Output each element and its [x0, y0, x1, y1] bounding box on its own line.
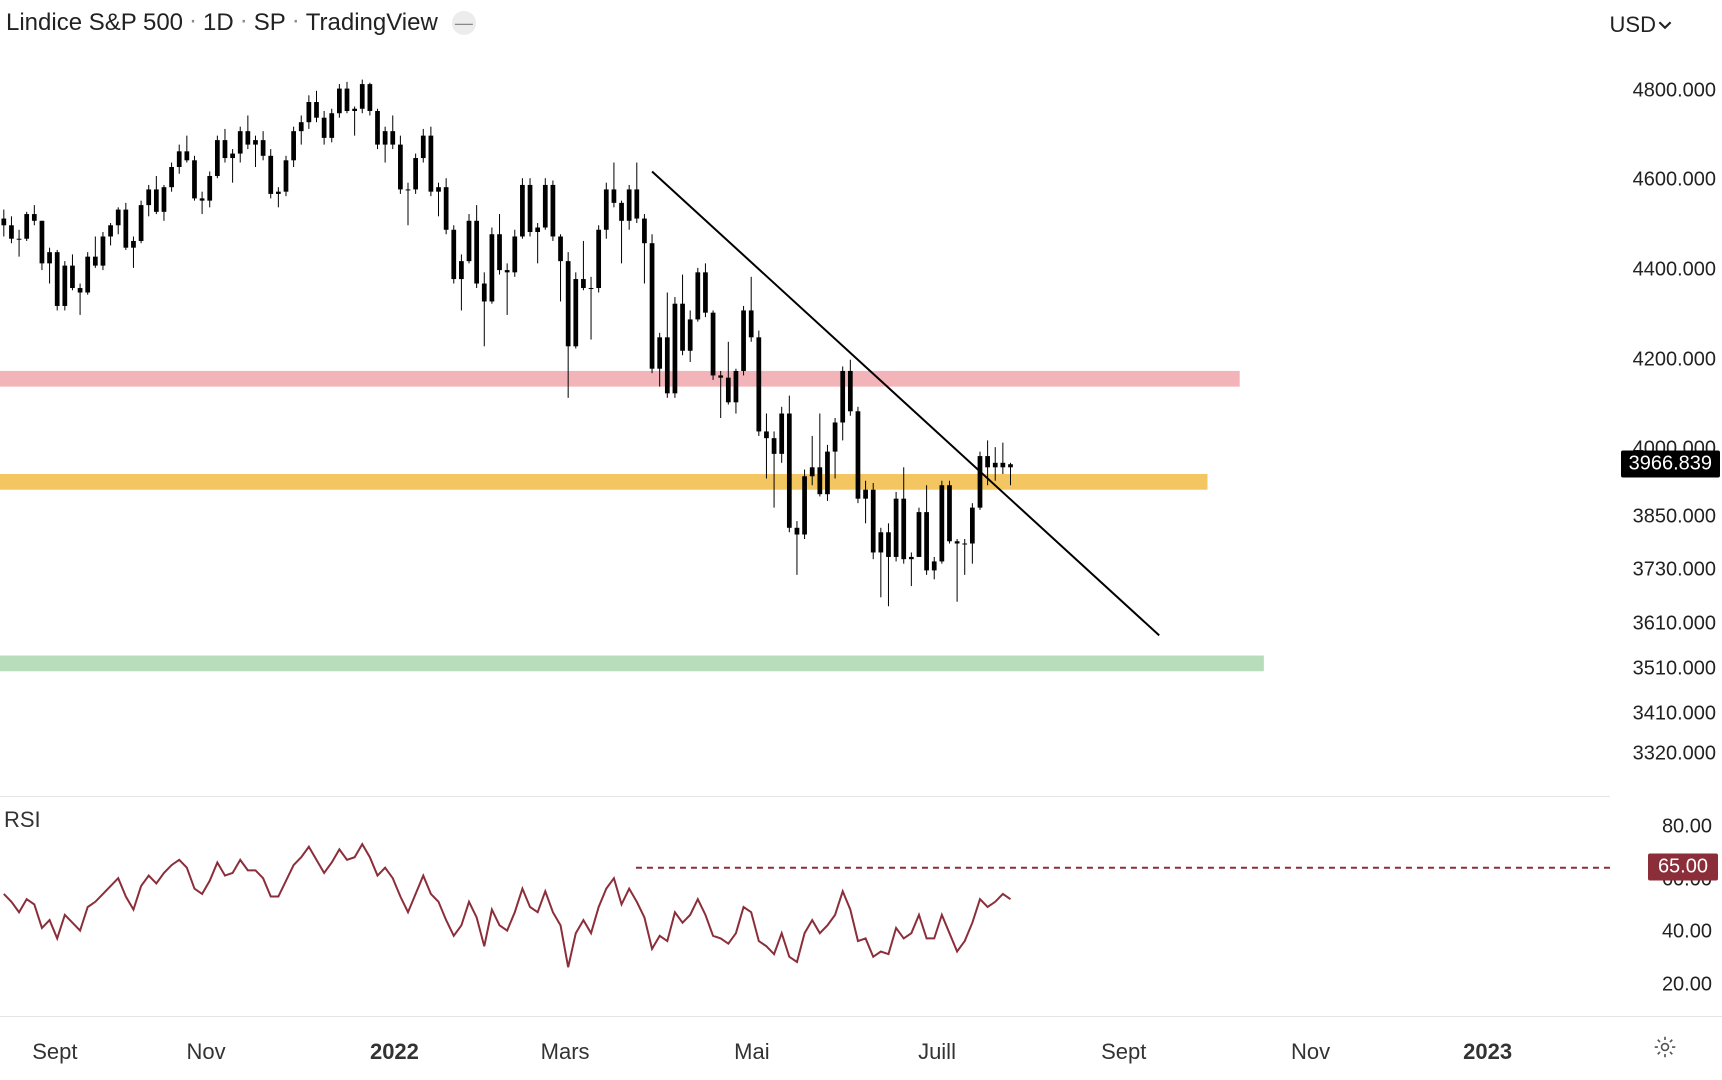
dot-separator: ·: [183, 7, 203, 35]
price-y-axis[interactable]: 4800.0004600.0004400.0004200.0004000.000…: [1610, 46, 1722, 790]
currency-selector[interactable]: USD: [1610, 12, 1672, 38]
symbol-name[interactable]: Lindice S&P 500: [6, 9, 183, 37]
rsi-tick: 40.00: [1662, 921, 1712, 944]
price-tick: 3410.000: [1633, 702, 1716, 725]
rsi-pane[interactable]: RSI: [0, 796, 1610, 1016]
price-tick: 4400.000: [1633, 259, 1716, 282]
collapse-icon[interactable]: —: [452, 11, 476, 35]
rsi-y-axis[interactable]: 80.0060.0040.0020.0065.00: [1610, 796, 1722, 1016]
provider-label: TradingView: [306, 9, 438, 37]
price-tick: 3850.000: [1633, 505, 1716, 528]
interval-label[interactable]: 1D: [203, 9, 234, 37]
exchange-label: SP: [254, 9, 286, 37]
rsi-level-badge: 65.00: [1648, 853, 1718, 880]
zone-resistance[interactable]: [0, 371, 1240, 387]
currency-label: USD: [1610, 12, 1656, 38]
price-tick: 3510.000: [1633, 657, 1716, 680]
gear-icon[interactable]: [1652, 1034, 1678, 1065]
price-tick: 3610.000: [1633, 613, 1716, 636]
candlestick-chart: [0, 46, 1610, 790]
price-chart-pane[interactable]: [0, 46, 1610, 790]
time-tick: Sept: [1101, 1039, 1146, 1065]
price-current-badge: 3966.839: [1621, 451, 1720, 478]
time-x-axis[interactable]: Sept Nov 2022 Mars Mai Juill Sept Nov 2023: [0, 1016, 1722, 1080]
time-tick: Nov: [1291, 1039, 1330, 1065]
price-tick: 4600.000: [1633, 169, 1716, 192]
rsi-tick: 80.00: [1662, 816, 1712, 839]
price-tick: 4200.000: [1633, 348, 1716, 371]
time-tick: Mars: [541, 1039, 590, 1065]
dot-separator: ·: [234, 7, 254, 35]
rsi-chart: [0, 797, 1610, 1017]
price-tick: 3730.000: [1633, 559, 1716, 582]
time-tick: Mai: [734, 1039, 769, 1065]
time-tick: 2023: [1463, 1039, 1512, 1065]
time-tick: Juill: [918, 1039, 956, 1065]
chart-header: Lindice S&P 500 · 1D · SP · TradingView …: [0, 0, 1722, 46]
price-tick: 4800.000: [1633, 79, 1716, 102]
time-tick: Nov: [187, 1039, 226, 1065]
chevron-down-icon: [1658, 18, 1672, 32]
rsi-tick: 20.00: [1662, 973, 1712, 996]
time-tick: Sept: [32, 1039, 77, 1065]
price-tick: 3320.000: [1633, 743, 1716, 766]
time-tick: 2022: [370, 1039, 419, 1065]
zone-support[interactable]: [0, 656, 1264, 672]
dot-separator: ·: [286, 7, 306, 35]
rsi-line: [4, 844, 1011, 967]
zone-mid[interactable]: [0, 474, 1208, 490]
